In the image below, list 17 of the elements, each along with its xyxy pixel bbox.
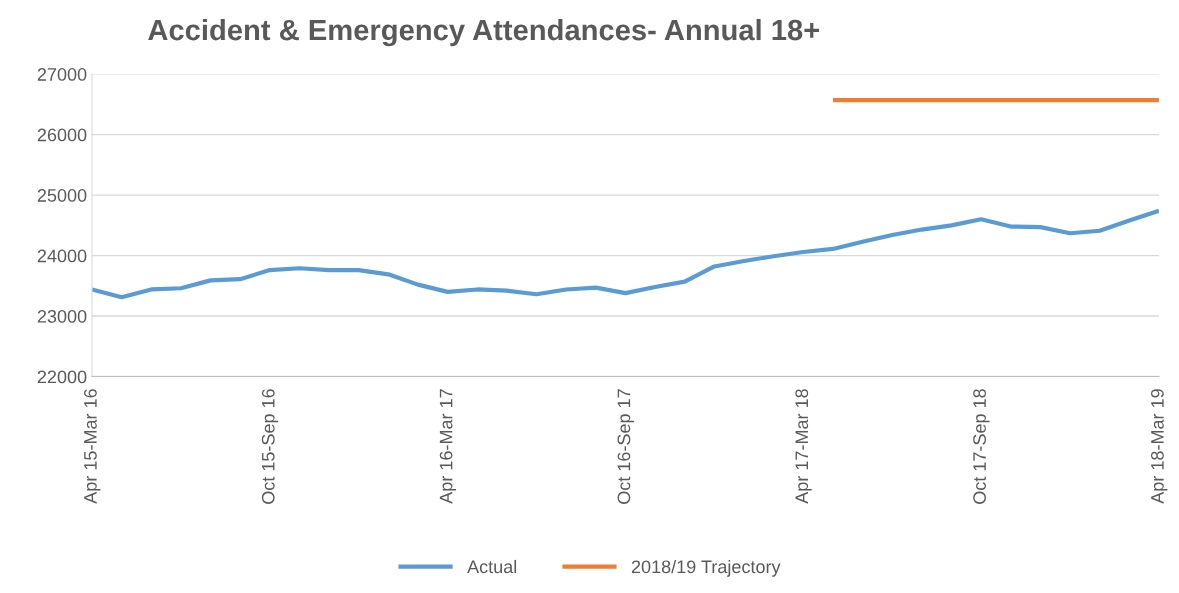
x-tick-label: Oct 17-Sep 18 <box>973 389 990 504</box>
x-tick-label: Apr 15-Mar 16 <box>84 389 101 504</box>
legend-label: Actual <box>467 559 517 574</box>
x-tick-label: Apr 17-Mar 18 <box>795 389 812 504</box>
x-tick-label: Apr 18-Mar 19 <box>1151 389 1168 504</box>
x-tick-label: Oct 15-Sep 16 <box>261 389 279 504</box>
chart-title: Accident & Emergency Attendances- Annual 18+ <box>148 18 820 47</box>
y-tick-label: 25000 <box>37 189 87 202</box>
y-tick-label: 27000 <box>37 68 87 81</box>
y-tick-label: 24000 <box>37 249 87 263</box>
x-tick-label: Apr 16-Mar 17 <box>439 389 457 504</box>
y-tick-label: 22000 <box>37 370 87 384</box>
y-tick-label: 26000 <box>37 128 87 142</box>
y-tick-label: 23000 <box>37 310 87 323</box>
legend-label: 2018/19 Trajectory <box>631 559 781 577</box>
x-tick-label: Oct 16-Sep 17 <box>617 389 634 504</box>
line-series <box>91 208 1159 300</box>
